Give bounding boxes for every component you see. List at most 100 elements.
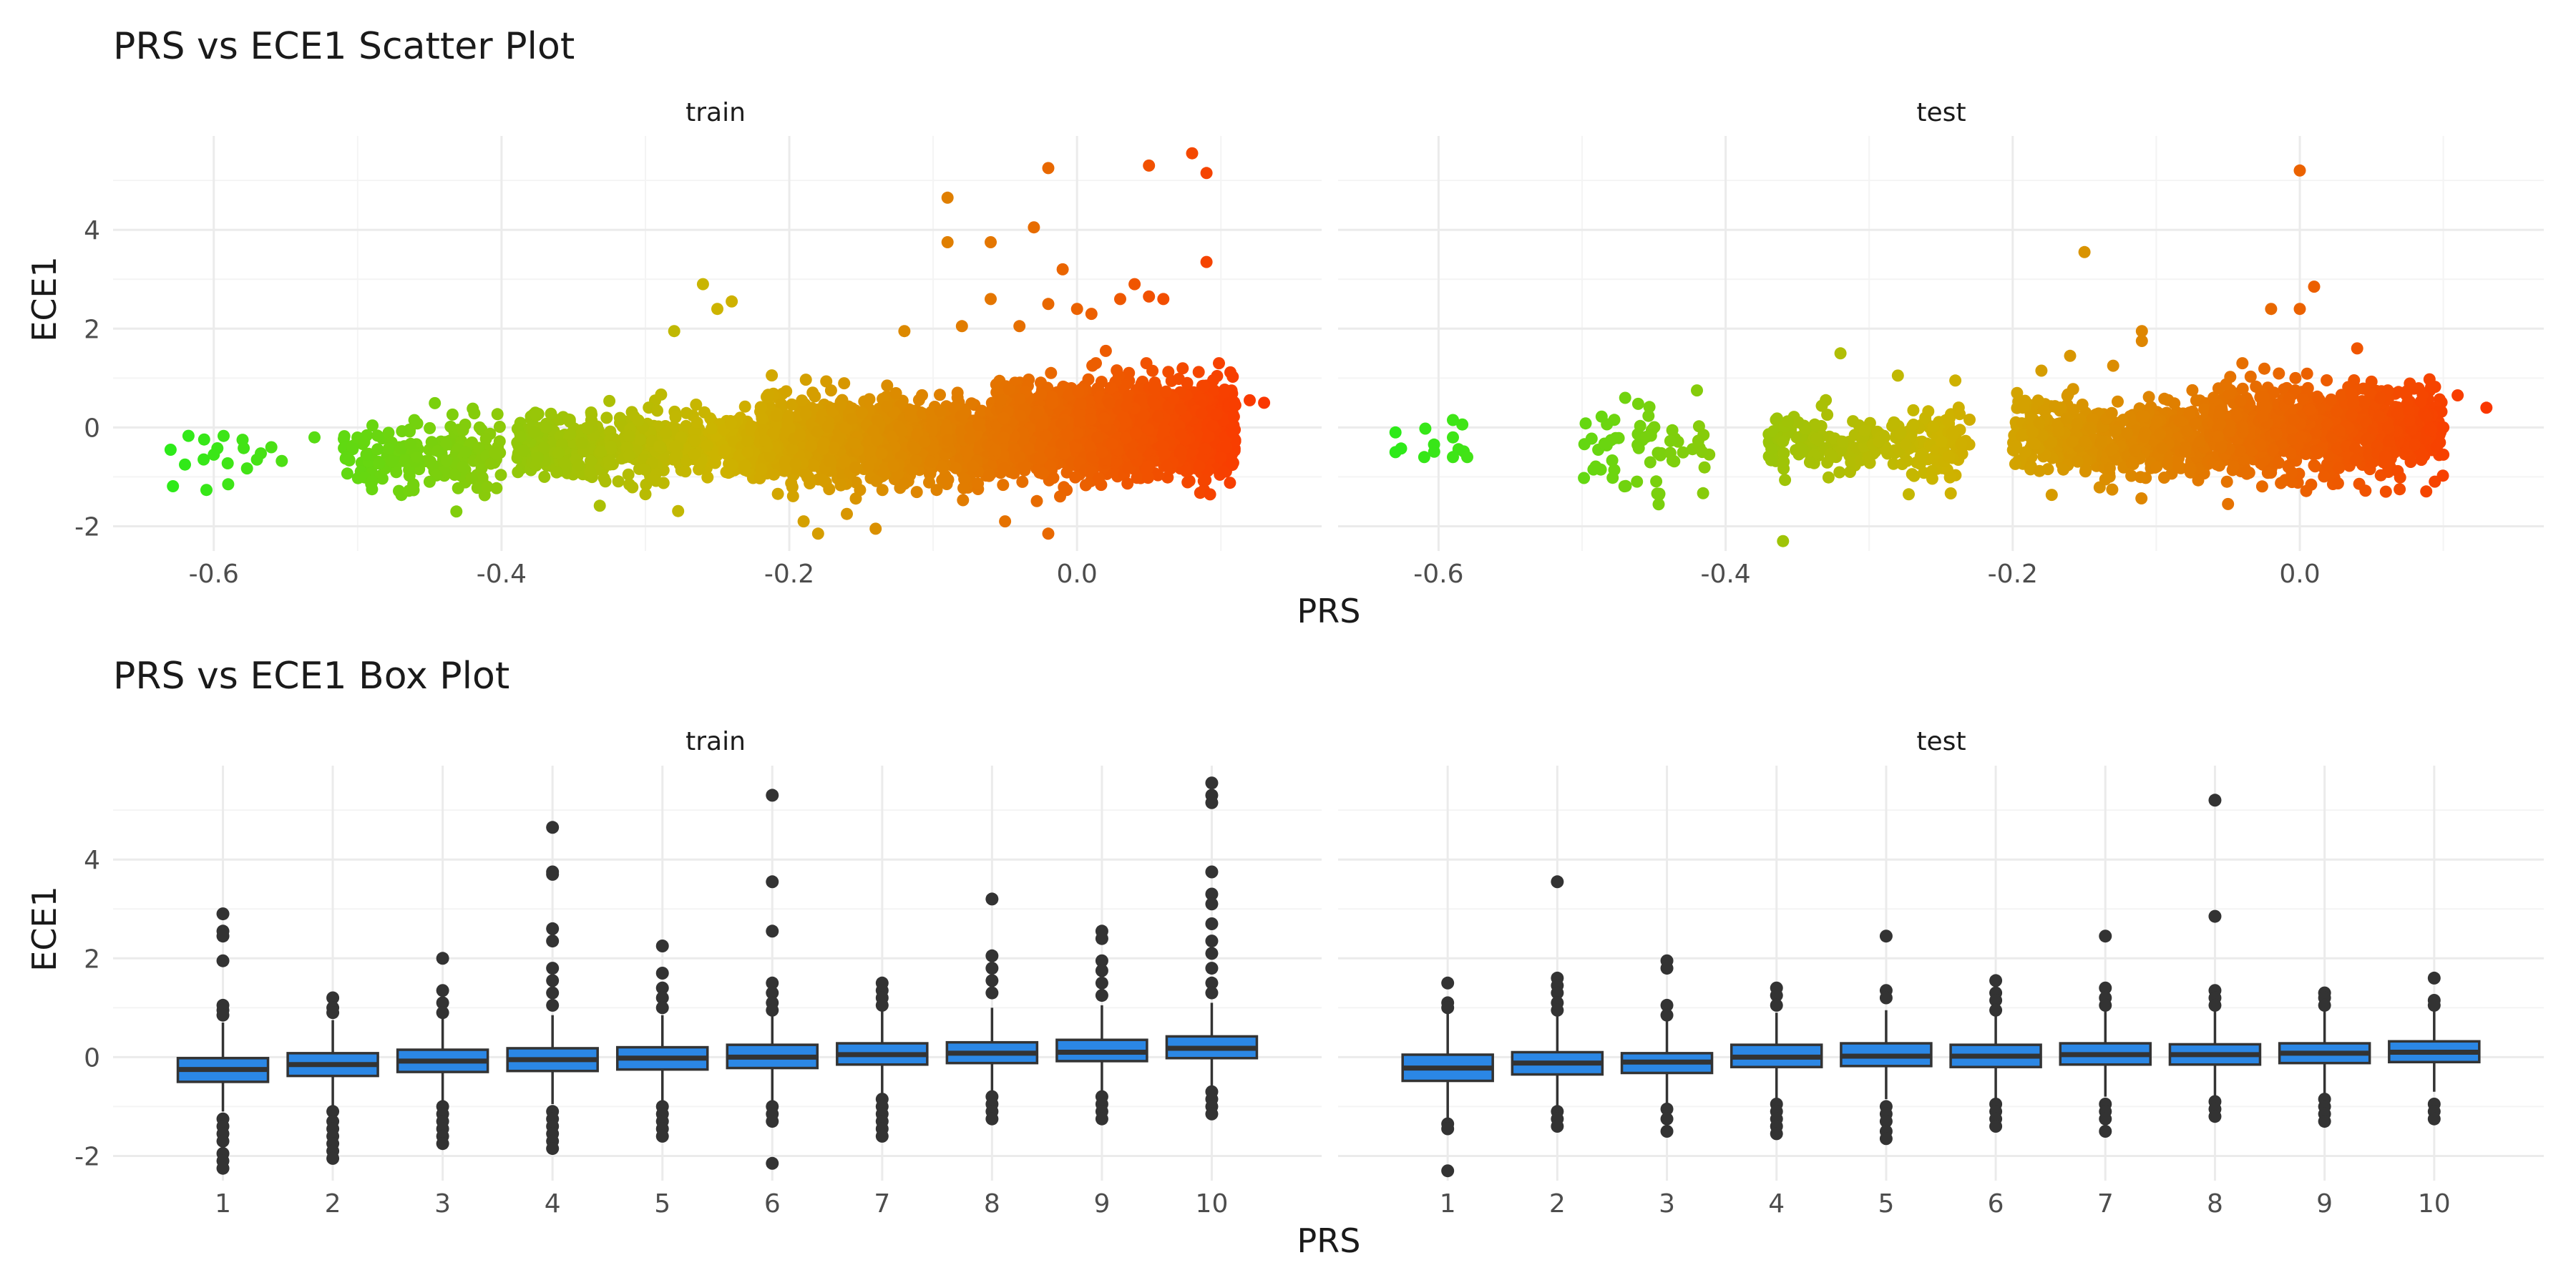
scatter-point xyxy=(1765,454,1777,467)
scatter-point xyxy=(708,457,721,469)
scatter-point xyxy=(250,453,263,466)
scatter-point xyxy=(889,387,902,399)
scatter-point xyxy=(796,394,809,407)
scatter-point xyxy=(927,442,940,455)
scatter-point xyxy=(975,404,988,417)
scatter-point xyxy=(679,465,692,478)
scatter-point xyxy=(711,303,723,316)
scatter-point xyxy=(1653,487,1666,500)
scatter-point xyxy=(741,446,754,459)
scatter-title: PRS vs ECE1 Scatter Plot xyxy=(113,25,575,68)
scatter-point xyxy=(701,471,714,484)
scatter-point xyxy=(1955,437,1968,450)
scatter-point xyxy=(780,385,793,398)
scatter-point xyxy=(863,393,876,406)
scatter-point xyxy=(1589,460,1602,473)
scatter-point xyxy=(1698,461,1711,474)
scatter-point xyxy=(1073,406,1086,419)
scatter-point xyxy=(1200,167,1213,180)
scatter-point xyxy=(1114,293,1126,306)
scatter-point xyxy=(786,442,799,455)
scatter-point xyxy=(909,442,922,455)
scatter-point xyxy=(1696,446,1709,459)
scatter-point xyxy=(1631,475,1644,488)
scatter-point xyxy=(918,435,931,448)
scatter-point xyxy=(985,293,997,306)
scatter-point xyxy=(670,449,683,462)
scatter-point xyxy=(603,394,616,407)
scatter-point xyxy=(371,429,384,442)
scatter-point xyxy=(1058,481,1070,494)
scatter-point xyxy=(1606,454,1619,467)
scatter-point xyxy=(1664,447,1677,459)
scatter-point xyxy=(1071,426,1083,439)
scatter-point xyxy=(849,492,862,505)
scatter-point xyxy=(1075,397,1087,410)
scatter-point xyxy=(997,431,1010,444)
scatter-point xyxy=(958,472,971,485)
scatter-point xyxy=(660,426,673,439)
scatter-point xyxy=(1148,398,1161,411)
scatter-point xyxy=(1085,451,1098,464)
scatter-point xyxy=(1096,446,1108,459)
scatter-point xyxy=(1122,462,1135,474)
scatter-point xyxy=(1943,450,1956,463)
scatter-point xyxy=(1903,488,1915,501)
scatter-point xyxy=(1578,438,1591,451)
scatter-point xyxy=(1099,344,1112,357)
scatter-point xyxy=(1779,474,1792,487)
scatter-point xyxy=(538,470,551,483)
scatter-point xyxy=(960,444,972,457)
scatter-point xyxy=(179,458,191,471)
scatter-point xyxy=(407,479,420,492)
scatter-point xyxy=(537,441,550,454)
scatter-point xyxy=(957,494,970,507)
scatter-point xyxy=(1595,410,1608,423)
scatter-point xyxy=(1214,451,1227,464)
scatter-panel-train: train -0.6 -0.4 -0.2 0.0 xyxy=(113,98,1322,589)
scatter-point xyxy=(471,482,484,494)
scatter-point xyxy=(411,451,424,464)
scatter-point xyxy=(1956,447,1968,460)
scatter-point xyxy=(448,469,461,481)
scatter-panel-test: test -0.6 -0.4 -0.2 0.0 xyxy=(1338,98,2544,589)
scatter-point xyxy=(904,404,917,416)
scatter-point xyxy=(841,507,853,520)
scatter-point xyxy=(346,440,358,453)
scatter-point xyxy=(1148,382,1161,395)
scatter-point xyxy=(484,457,497,470)
scatter-point xyxy=(1777,447,1790,459)
scatter-point xyxy=(1836,435,1849,448)
scatter-point xyxy=(1098,412,1111,425)
scatter-point xyxy=(341,467,353,480)
scatter-point xyxy=(1035,388,1048,401)
scatter-point xyxy=(366,483,379,496)
scatter-point xyxy=(771,487,784,500)
scatter-point xyxy=(1140,357,1153,370)
scatter-point xyxy=(1192,366,1205,379)
scatter-point xyxy=(394,442,407,455)
scatter-point xyxy=(208,448,220,461)
scatter-point xyxy=(1196,407,1209,420)
scatter-point xyxy=(669,411,682,424)
scatter-train-x-ticks: -0.6 -0.4 -0.2 0.0 xyxy=(189,560,1098,589)
scatter-point xyxy=(1056,263,1069,275)
scatter-point xyxy=(473,421,486,434)
x-tick-label: -0.2 xyxy=(764,560,814,589)
scatter-point xyxy=(1070,303,1083,316)
scatter-point xyxy=(1946,426,1958,439)
scatter-point xyxy=(597,472,610,484)
scatter-point xyxy=(1943,471,1956,484)
scatter-point xyxy=(1244,394,1256,406)
scatter-point xyxy=(1229,399,1241,411)
scatter-point xyxy=(997,462,1010,475)
scatter-point xyxy=(811,527,824,540)
scatter-point xyxy=(940,421,953,434)
scatter-point xyxy=(236,434,249,447)
scatter-point xyxy=(1058,447,1071,460)
scatter-point xyxy=(221,457,234,469)
scatter-point xyxy=(540,421,552,434)
scatter-point xyxy=(763,449,776,462)
scatter-point xyxy=(1030,494,1043,507)
scatter-point xyxy=(909,454,922,467)
